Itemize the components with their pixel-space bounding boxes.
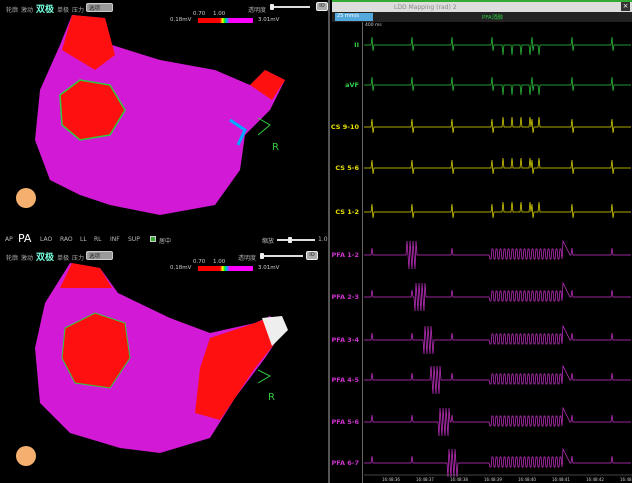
scale-min: 0.18mV (170, 17, 192, 23)
view-rl[interactable]: RL (94, 236, 102, 243)
scale-max: 3.01mV (258, 17, 280, 23)
heart-map-top[interactable]: R (0, 0, 330, 230)
mode-bipolar[interactable]: 双极 (36, 253, 55, 263)
mode-outline[interactable]: 轮廓 (6, 7, 19, 14)
voltage-scale[interactable] (198, 18, 253, 23)
view-ap[interactable]: AP (5, 236, 13, 243)
transparency-slider[interactable] (270, 4, 310, 10)
channel-label: CS 9-10 (330, 123, 359, 131)
torso-icon (16, 446, 36, 466)
time-tick: 16:48:37 (416, 477, 434, 482)
orientation-label: R (268, 392, 275, 403)
mode-unipolar[interactable]: 单极 (57, 255, 70, 262)
time-tick: 16:48:40 (518, 477, 536, 482)
orientation-label: R (272, 142, 279, 153)
mode-unipolar[interactable]: 单极 (57, 7, 70, 14)
trace-pfa1-2 (364, 239, 631, 270)
channel-label: PFA 6-7 (331, 459, 360, 467)
transparency-label: 透明度 (248, 7, 267, 14)
view-pa[interactable]: PA (18, 232, 32, 245)
view-lao[interactable]: LAO (40, 236, 53, 243)
mode-activation[interactable]: 激动 (21, 7, 34, 14)
threshold-low: 0.70 (193, 259, 206, 265)
time-tick: 16:48:43 (620, 477, 632, 482)
threshold-low: 0.70 (193, 11, 206, 17)
ecg-window-titlebar: LDD Mapping (rad) 2 × (332, 0, 632, 12)
trace-pfa4-5 (364, 364, 631, 395)
map-select[interactable]: 选项 (86, 3, 113, 12)
time-tick: 16:48:39 (484, 477, 502, 482)
time-tick: 16:48:41 (552, 477, 570, 482)
trace-cs5-6 (364, 157, 631, 175)
trace-cs1-2 (364, 201, 631, 219)
zoom-value: 1.0 (318, 236, 328, 243)
mode-activation[interactable]: 激动 (21, 255, 34, 262)
trace-avf (364, 76, 631, 96)
view-inf[interactable]: INF (110, 236, 120, 243)
zoom-label: 缩放 (262, 238, 275, 245)
speed-select[interactable]: 25 mm/s (335, 13, 373, 21)
torso-icon (16, 188, 36, 208)
voltage-scale[interactable] (198, 266, 253, 271)
heart-map-bottom[interactable]: R (0, 248, 330, 483)
trace-pfa2-3 (364, 281, 631, 312)
transparency-label: 透明度 (238, 255, 257, 262)
map-toolbar: 轮廓 激动 双极 单极 压力 选项 透明度 IO 0.18mV 0.70 1.0… (0, 0, 330, 28)
channel-label: PFA 5-6 (331, 418, 360, 426)
threshold-high: 1.00 (213, 11, 226, 17)
mode-outline[interactable]: 轮廓 (6, 255, 19, 262)
time-tick: 16:48:36 (382, 477, 400, 482)
mode-pressure[interactable]: 压力 (72, 7, 85, 14)
ecg-panel: LDD Mapping (rad) 2 × 25 mm/s PFA消融 400 … (330, 0, 632, 483)
io-button[interactable]: IO (316, 2, 328, 11)
channel-label: PFA 1-2 (331, 251, 360, 259)
threshold-high: 1.00 (213, 259, 226, 265)
trace-ii (364, 36, 631, 56)
trace-cs9-10 (364, 116, 631, 134)
map-view-bottom[interactable]: 轮廓 激动 双极 单极 压力 选项 透明度 IO 0.18mV 0.70 1.0… (0, 248, 330, 483)
scale-min: 0.18mV (170, 265, 192, 271)
scale-max: 3.01mV (258, 265, 280, 271)
view-bar: AP PA LAO RAO LL RL INF SUP 居中 缩放 1.0 (0, 230, 330, 248)
view-ll[interactable]: LL (80, 236, 87, 243)
ablation-marker: PFA消融 (482, 15, 503, 21)
scale-bar: 400 ms (365, 23, 382, 28)
channel-label: CS 1-2 (335, 208, 359, 216)
map-panel: 轮廓 激动 双极 单极 压力 选项 透明度 IO 0.18mV 0.70 1.0… (0, 0, 330, 483)
zoom-slider[interactable] (277, 237, 315, 243)
window-title: LDD Mapping (rad) 2 (394, 4, 457, 11)
mode-pressure[interactable]: 压力 (72, 255, 85, 262)
view-rao[interactable]: RAO (60, 236, 73, 243)
map-toolbar-bottom: 轮廓 激动 双极 单极 压力 选项 透明度 IO 0.18mV 0.70 1.0… (0, 248, 330, 276)
time-tick: 16:48:42 (586, 477, 604, 482)
ecg-header: 25 mm/s PFA消融 (332, 12, 632, 22)
channel-label: PFA 2-3 (331, 293, 360, 301)
channel-label: II (354, 41, 359, 49)
channel-label: PFA 4-5 (331, 376, 360, 384)
channel-label: PFA 3-4 (331, 336, 360, 344)
mode-bipolar[interactable]: 双极 (36, 5, 55, 15)
channel-label: CS 5-6 (335, 164, 359, 172)
close-button[interactable]: × (621, 2, 630, 11)
map-select[interactable]: 选项 (86, 251, 113, 260)
channel-label: aVF (345, 81, 359, 89)
trace-pfa5-6 (364, 406, 631, 437)
ecg-traces[interactable]: 16:48:36 16:48:37 16:48:38 16:48:39 16:48:40… (332, 0, 632, 483)
channel-labels: II aVF CS 9-10 CS 5-6 CS 1-2 PFA 1-2 PFA 2-3 PF… (330, 22, 363, 483)
time-tick: 16:48:38 (450, 477, 468, 482)
center-label: 居中 (159, 238, 172, 245)
view-sup[interactable]: SUP (128, 236, 140, 243)
transparency-slider[interactable] (260, 253, 303, 259)
trace-pfa3-4 (364, 324, 631, 355)
map-view-top[interactable]: 轮廓 激动 双极 单极 压力 选项 透明度 IO 0.18mV 0.70 1.0… (0, 0, 330, 230)
center-checkbox[interactable] (150, 236, 156, 242)
io-button[interactable]: IO (306, 251, 318, 260)
trace-pfa6-7 (364, 447, 631, 478)
